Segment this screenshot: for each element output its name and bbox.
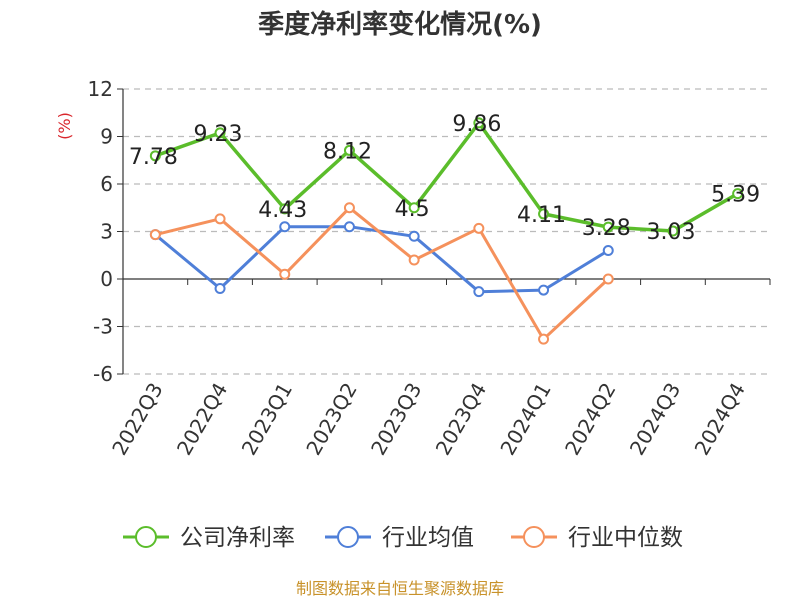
data-point [538, 333, 550, 345]
data-point [149, 150, 161, 162]
y-tick-label: 9 [100, 125, 113, 149]
data-point [602, 273, 614, 285]
series-line-0 [154, 121, 739, 233]
legend-marker [135, 526, 157, 548]
data-point [408, 202, 420, 214]
x-tick-label: 2024Q1 [495, 379, 555, 460]
x-tick-labels: 2022Q3 2022Q4 2023Q1 2023Q2 2023Q3 2023Q4 2024… [107, 378, 750, 459]
legend-label: 公司净利率 [180, 525, 295, 551]
data-point [214, 283, 226, 294]
series-line-2 [154, 206, 610, 341]
data-point [149, 229, 161, 241]
data-point [538, 208, 550, 220]
x-tick-label: 2022Q4 [172, 379, 232, 460]
legend-label: 行业中位数 [568, 525, 683, 551]
data-point [473, 286, 485, 298]
data-label: 4.5 [395, 197, 430, 222]
data-label: 9.23 [194, 122, 243, 147]
data-point [667, 225, 679, 237]
x-tick-label: 2024Q3 [625, 379, 685, 460]
y-axis-label: (%) [55, 112, 74, 140]
data-point [279, 268, 291, 280]
data-label: 4.11 [517, 203, 566, 228]
y-tick-label: -6 [93, 362, 113, 386]
x-tick-label: 2024Q4 [690, 379, 750, 460]
data-point [214, 213, 226, 225]
y-tick-label: 0 [100, 267, 113, 291]
data-point [732, 188, 744, 200]
data-label: 4.43 [258, 198, 307, 223]
x-tick-label: 2024Q2 [560, 379, 620, 460]
x-tick-label: 2022Q3 [107, 379, 167, 460]
data-label: 8.12 [323, 139, 372, 164]
y-tick-label: -3 [93, 315, 113, 339]
y-tick-label: 12 [88, 77, 113, 101]
data-point [473, 117, 485, 129]
x-tick-label: 2023Q1 [237, 379, 297, 460]
x-tick-label: 2023Q3 [366, 379, 426, 460]
data-point [343, 144, 355, 156]
legend-label: 行业均值 [382, 525, 474, 551]
data-point [538, 284, 550, 296]
data-label: 3.03 [646, 220, 695, 245]
data-point [473, 222, 485, 234]
data-label: 5.39 [711, 183, 760, 208]
data-labels: 7.78 9.23 4.43 8.12 4.5 9.86 4.11 3.28 3.03 5.39 [129, 112, 760, 245]
legend: 公司净利率 行业均值 行业中位数 [123, 525, 683, 551]
data-point [214, 127, 226, 139]
data-point [602, 221, 614, 233]
x-tick-label: 2023Q4 [431, 378, 491, 459]
data-point [602, 245, 614, 256]
data-label: 3.28 [582, 216, 631, 241]
data-point [343, 202, 355, 214]
data-point [408, 230, 420, 242]
data-point [279, 203, 291, 215]
data-label: 9.86 [452, 112, 501, 137]
data-label: 7.78 [129, 145, 178, 170]
series-lines [149, 117, 744, 345]
series-line-1 [154, 225, 610, 294]
y-tick-label: 6 [100, 172, 113, 196]
y-tick-label: 3 [100, 220, 113, 244]
y-tick-labels: 12 9 6 3 0 -3 -6 [88, 77, 113, 386]
source-note: 制图数据来自恒生聚源数据库 [296, 579, 504, 598]
legend-marker [337, 526, 359, 548]
x-tick-label: 2023Q2 [301, 379, 361, 460]
chart-title: 季度净利率变化情况(%) [258, 9, 542, 40]
data-point [343, 221, 355, 233]
legend-marker [523, 526, 545, 548]
data-point [408, 254, 420, 266]
data-point [279, 221, 291, 233]
